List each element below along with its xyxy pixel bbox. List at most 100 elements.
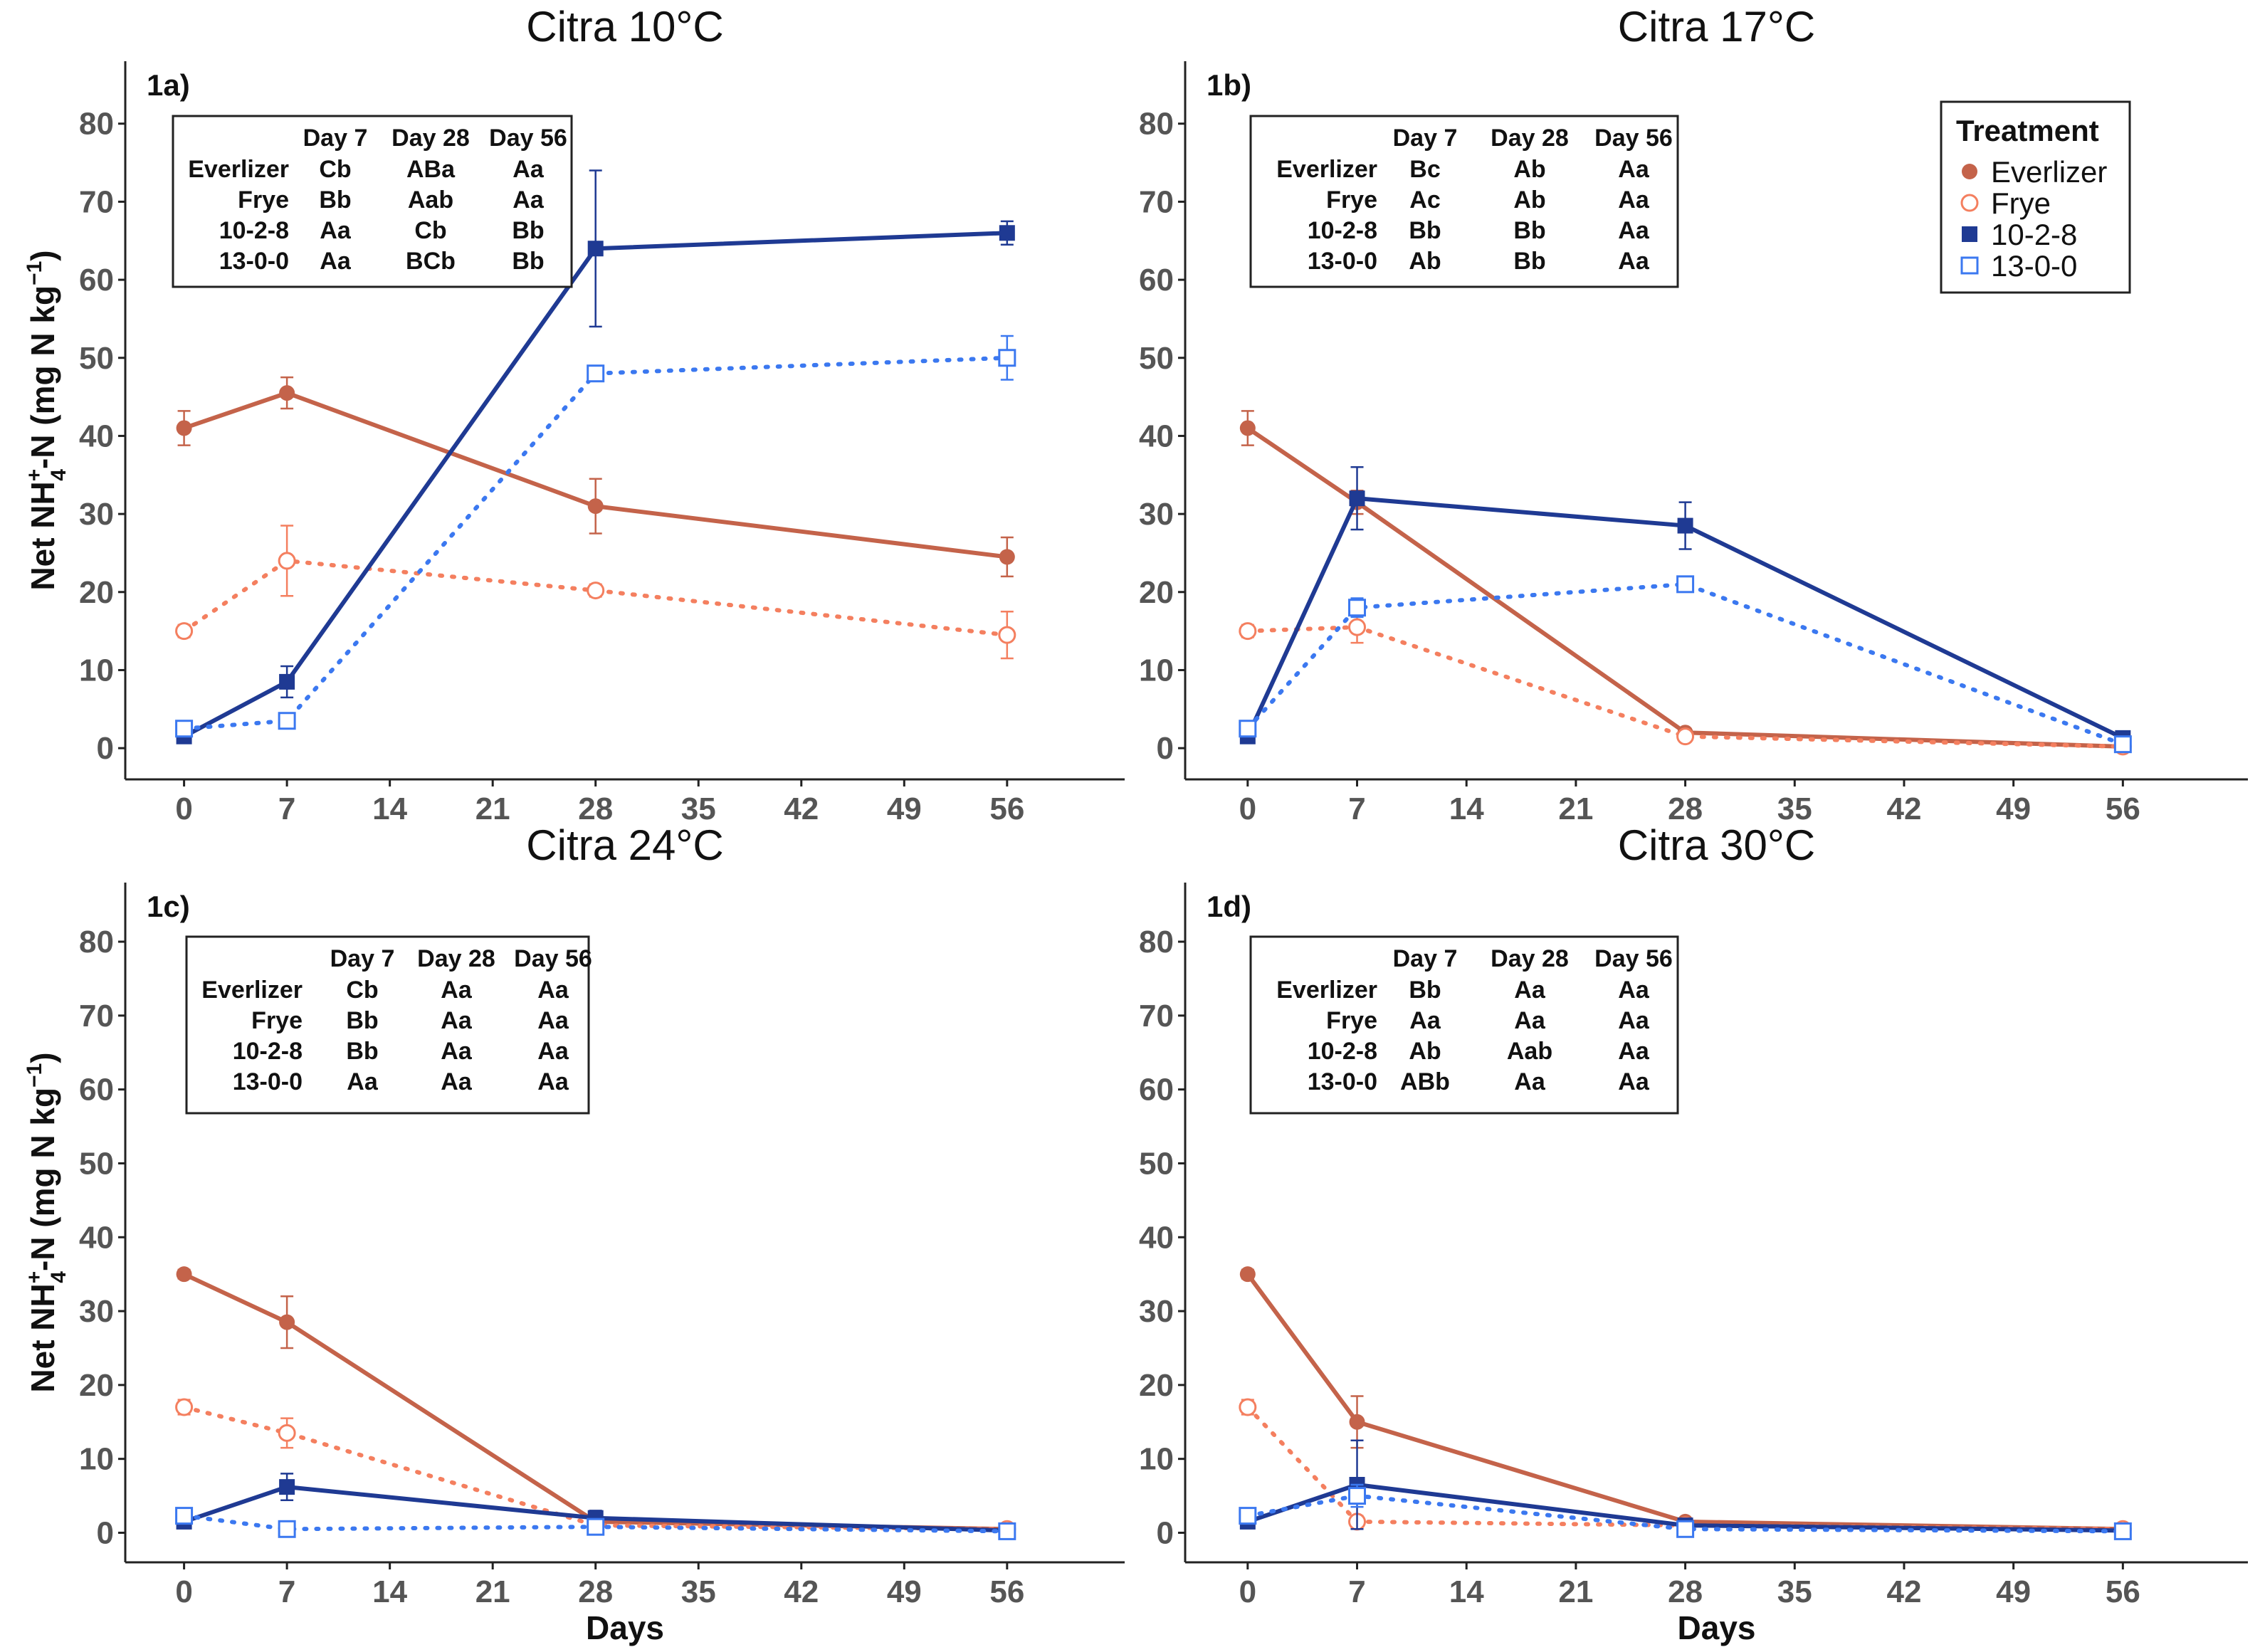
table-header: Day 28 — [1491, 125, 1569, 152]
table-cell: Bb — [512, 217, 544, 244]
legend-item-label: Frye — [1991, 186, 2051, 220]
y-tick-label: 40 — [1139, 1220, 1174, 1255]
y-tick-label: 10 — [79, 1442, 114, 1477]
series-line — [182, 231, 1009, 739]
table-cell: Cb — [346, 977, 378, 1004]
data-point — [1348, 618, 1367, 636]
stats-table-frame — [185, 935, 590, 1115]
data-point — [1239, 720, 1257, 738]
data-point — [1239, 622, 1257, 641]
legend-title: Treatment — [1956, 114, 2099, 147]
y-tick-label: 30 — [1139, 1294, 1174, 1329]
table-cell: Aa — [1514, 1068, 1546, 1095]
y-tick-label: 60 — [79, 1073, 114, 1108]
data-point — [587, 241, 604, 257]
table-cell: BCb — [406, 248, 456, 275]
chart-title: Citra 30°C — [1618, 821, 1815, 869]
data-point — [279, 1479, 295, 1495]
y-axis-title: Net NH+4-N (mg N kg−1) — [23, 250, 70, 590]
data-point — [278, 712, 296, 730]
series-line — [1245, 496, 2125, 740]
x-tick-label: 42 — [784, 1574, 819, 1609]
x-tick-label: 42 — [784, 791, 819, 826]
data-point — [1349, 490, 1365, 507]
y-tick-label: 0 — [97, 1515, 114, 1550]
y-tick-label: 0 — [97, 731, 114, 766]
series-line — [182, 1405, 1009, 1532]
table-header: Day 56 — [489, 125, 567, 152]
table-cell: Aa — [537, 1007, 569, 1034]
y-tick-label: 70 — [1139, 999, 1174, 1033]
legend-item-label: 13-0-0 — [1991, 249, 2077, 283]
table-cell: Aa — [1618, 217, 1650, 244]
y-tick-label: 70 — [1139, 184, 1174, 219]
data-point — [1348, 1487, 1367, 1505]
table-row-name: Everlizer — [1276, 977, 1377, 1004]
panel-1d: Citra 30°C 1d) 0 10 20 30 40 50 60 70 80 0 7 14 21 28 35… — [1139, 821, 2248, 1646]
x-tick-label: 35 — [1777, 791, 1812, 826]
table-cell: Aa — [1514, 1007, 1546, 1034]
legend-marker — [1960, 194, 1979, 212]
y-tick-label: 70 — [79, 999, 114, 1033]
series-line — [182, 558, 1009, 638]
x-tick-label: 49 — [1996, 791, 2031, 826]
data-point — [278, 552, 296, 570]
y-tick-label: 40 — [79, 419, 114, 453]
y-tick-label: 20 — [1139, 1368, 1174, 1403]
table-row-name: 13-0-0 — [1308, 1068, 1377, 1095]
series-line — [1245, 625, 2125, 749]
x-tick-label: 14 — [372, 791, 407, 826]
table-cell: Aa — [320, 217, 352, 244]
x-tick-label: 35 — [681, 1574, 716, 1609]
data-point — [587, 498, 604, 515]
series-13-0-0 — [175, 335, 1016, 738]
data-point — [278, 1520, 296, 1538]
data-point — [176, 1266, 192, 1283]
y-axis-title-unit-sup: −1 — [23, 1063, 46, 1088]
stats-table-frame — [172, 115, 573, 288]
table-header: Day 7 — [1393, 125, 1458, 152]
table-cell: Cb — [319, 156, 351, 183]
data-point — [998, 626, 1016, 644]
y-tick-label: 20 — [1139, 575, 1174, 610]
y-axis-title: Net NH+4-N (mg N kg−1) — [23, 1052, 70, 1392]
table-cell: Bb — [1409, 977, 1441, 1004]
table-cell: ABb — [1400, 1068, 1450, 1095]
x-axis-title: Days — [586, 1609, 664, 1646]
panel-label: 1d) — [1207, 890, 1251, 923]
table-cell: Aa — [513, 156, 545, 183]
table-row-name: 10-2-8 — [233, 1038, 303, 1065]
series-line — [182, 1485, 1009, 1533]
data-point — [587, 1517, 605, 1536]
x-tick-label: 21 — [1558, 791, 1593, 826]
panel-1a: Citra 10°C 1a) 0 10 20 30 40 50 60 70 80 0 7 14 21 28 35… — [23, 3, 1125, 826]
data-point — [999, 225, 1015, 241]
x-tick-label: 28 — [578, 791, 613, 826]
x-tick-label: 0 — [175, 1574, 192, 1609]
y-axis-title-prefix: Net NH — [24, 1283, 61, 1392]
chart-title: Citra 24°C — [526, 821, 723, 869]
y-tick-label: 80 — [79, 925, 114, 959]
data-point — [279, 1314, 295, 1330]
table-header: Day 56 — [1594, 125, 1673, 152]
table-header: Day 7 — [303, 125, 368, 152]
x-tick-label: 56 — [989, 791, 1024, 826]
table-cell: Bb — [1513, 248, 1545, 275]
y-tick-label: 50 — [1139, 1146, 1174, 1181]
y-axis-title-sup: + — [23, 469, 46, 482]
data-point — [998, 349, 1016, 367]
data-point — [1239, 1266, 1256, 1283]
data-point — [1239, 1507, 1257, 1525]
table-cell: Bc — [1409, 156, 1440, 183]
panel-label: 1a) — [147, 68, 190, 102]
y-axis-title-middle: -N (mg N kg — [24, 1088, 61, 1271]
data-point — [175, 1507, 194, 1525]
y-tick-label: 30 — [79, 1294, 114, 1329]
series-line — [1245, 1483, 2125, 1533]
y-tick-label: 10 — [1139, 1442, 1174, 1477]
table-cell: Aa — [1514, 977, 1546, 1004]
table-cell: Bb — [1409, 217, 1441, 244]
x-tick-label: 0 — [1239, 791, 1256, 826]
table-cell: Ab — [1409, 248, 1441, 275]
